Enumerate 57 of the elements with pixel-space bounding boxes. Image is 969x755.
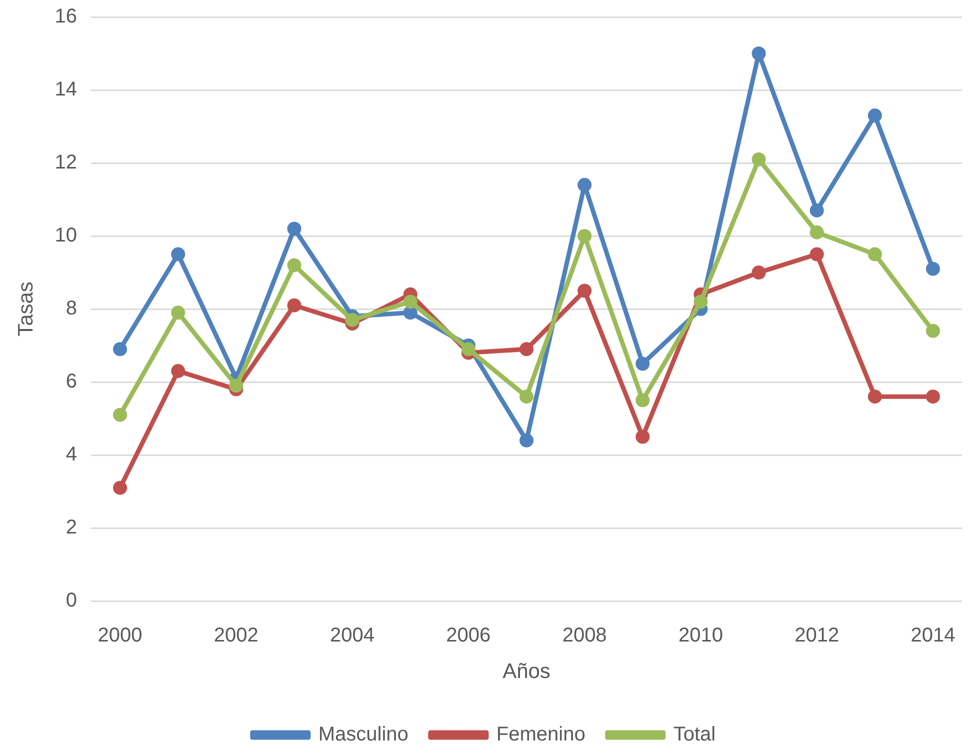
point <box>810 203 824 218</box>
point <box>229 378 244 393</box>
x-tick-label: 2002 <box>214 624 258 647</box>
point <box>752 46 766 60</box>
point <box>694 294 708 309</box>
y-tick-label: 4 <box>66 444 77 466</box>
point <box>520 433 534 448</box>
y-tick-label: 12 <box>54 152 77 174</box>
point <box>287 298 302 312</box>
x-tick-label: 2004 <box>330 624 375 647</box>
point <box>113 480 128 495</box>
legend-label: Total <box>673 724 716 746</box>
legend-label: Masculino <box>318 724 408 746</box>
point <box>752 266 766 280</box>
point <box>752 152 766 166</box>
y-tick-label: 10 <box>54 224 77 247</box>
point <box>578 229 592 243</box>
x-axis-title: Años <box>502 660 550 684</box>
point <box>868 390 882 404</box>
point <box>520 342 534 356</box>
point <box>113 408 128 422</box>
point <box>287 258 302 272</box>
x-tick-label: 2012 <box>794 624 840 647</box>
point <box>578 178 592 192</box>
point <box>926 390 940 404</box>
point <box>113 342 128 356</box>
point <box>287 222 302 236</box>
point <box>636 356 650 371</box>
point <box>171 364 186 378</box>
point <box>171 306 186 320</box>
point <box>868 108 882 123</box>
x-tick-label: 2008 <box>562 624 607 647</box>
legend-label: Femenino <box>496 724 586 746</box>
point <box>868 247 882 262</box>
point <box>578 284 592 298</box>
y-axis-title: Tasas <box>14 282 38 336</box>
point <box>926 324 940 338</box>
x-tick-label: 2006 <box>446 624 491 647</box>
x-tick-label: 2000 <box>98 624 142 647</box>
point <box>403 294 418 309</box>
y-tick-label: 0 <box>66 590 77 612</box>
point <box>926 262 940 276</box>
point <box>636 430 650 444</box>
point <box>810 225 824 240</box>
point <box>171 247 186 262</box>
point <box>461 342 476 356</box>
y-tick-label: 14 <box>54 78 77 101</box>
y-tick-label: 16 <box>54 6 77 28</box>
y-tick-label: 6 <box>66 370 77 393</box>
point <box>345 312 360 327</box>
x-tick-label: 2014 <box>910 624 956 647</box>
point <box>520 390 534 404</box>
y-tick-label: 8 <box>66 298 77 320</box>
point <box>810 247 824 262</box>
y-tick-label: 2 <box>66 516 77 539</box>
point <box>636 393 650 408</box>
x-tick-label: 2010 <box>678 624 723 647</box>
